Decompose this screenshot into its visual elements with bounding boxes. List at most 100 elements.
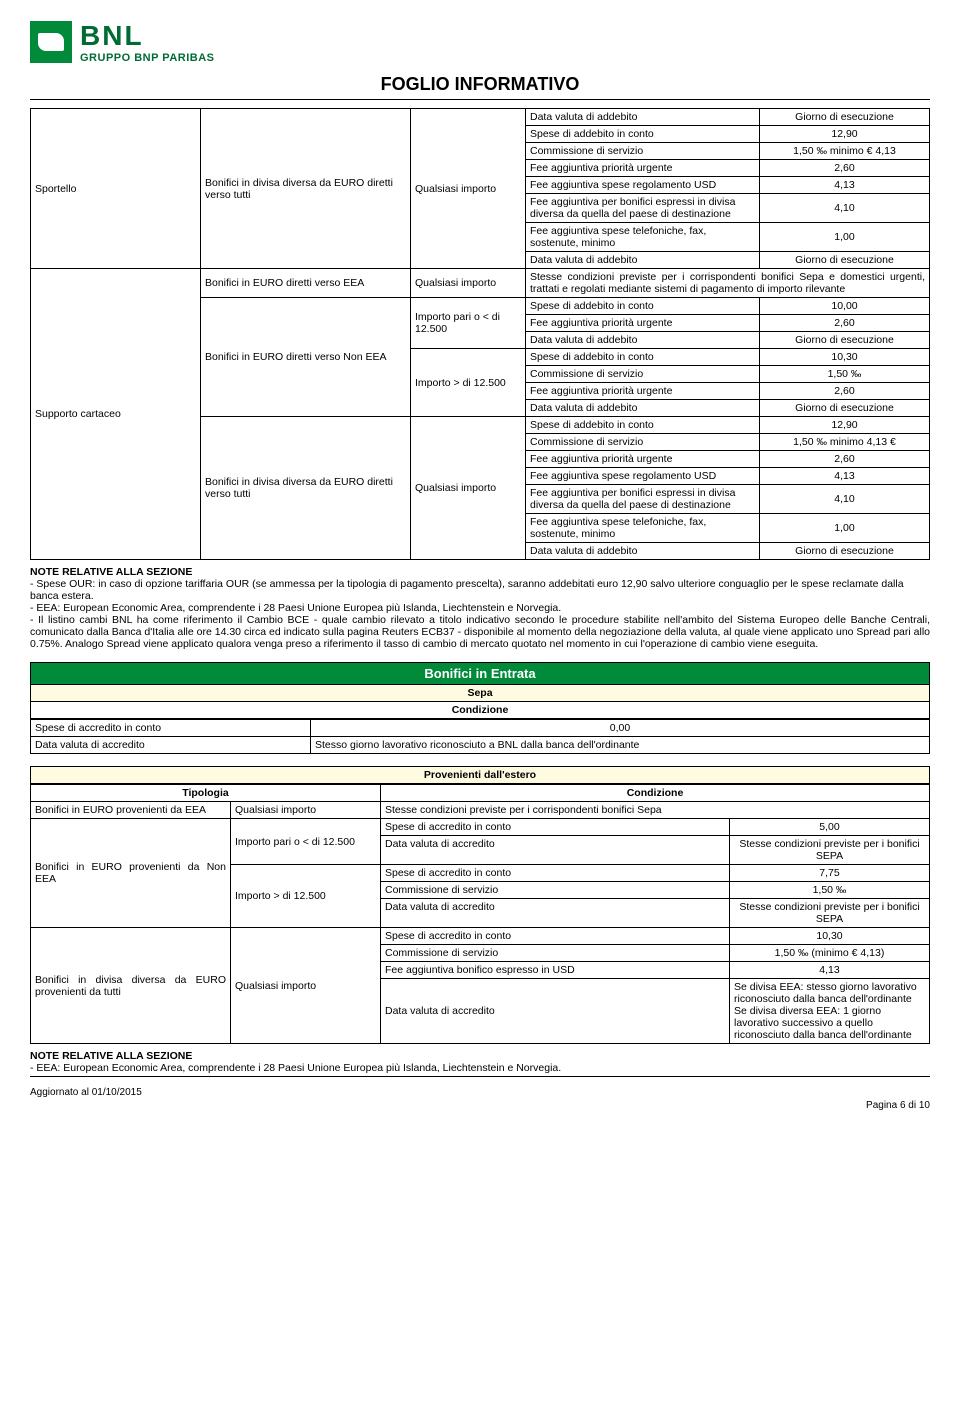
cell: 2,60 xyxy=(760,160,930,177)
cell: Stesso giorno lavorativo riconosciuto a … xyxy=(311,737,930,754)
cell: Se divisa EEA: stesso giorno lavorativo … xyxy=(730,979,930,1044)
title-divider xyxy=(30,99,930,100)
cell: Commissione di servizio xyxy=(526,366,760,383)
notes-title: NOTE RELATIVE ALLA SEZIONE xyxy=(30,1050,192,1062)
footer-date: Aggiornato al 01/10/2015 xyxy=(30,1087,930,1098)
cell: Data valuta di addebito xyxy=(526,543,760,560)
cell: Stesse condizioni previste per i bonific… xyxy=(730,836,930,865)
cell: 1,50 ‰ minimo 4,13 € xyxy=(760,434,930,451)
cell: Giorno di esecuzione xyxy=(760,252,930,269)
cell: 1,50 ‰ minimo € 4,13 xyxy=(760,143,930,160)
cell: Bonifici in divisa diversa da EURO prove… xyxy=(31,928,231,1044)
cell: Fee aggiuntiva spese telefoniche, fax, s… xyxy=(526,223,760,252)
notes-section-a: NOTE RELATIVE ALLA SEZIONE - Spese OUR: … xyxy=(30,566,930,650)
cell: 4,13 xyxy=(730,962,930,979)
row-group-sportello: Sportello xyxy=(31,109,201,269)
notes-text: - Spese OUR: in caso di opzione tariffar… xyxy=(30,578,904,602)
cell: Spese di accredito in conto xyxy=(381,819,730,836)
cell: Bonifici in EURO diretti verso Non EEA xyxy=(201,298,411,417)
cell: Commissione di servizio xyxy=(526,434,760,451)
cell: 2,60 xyxy=(760,315,930,332)
sepa-table: Spese di accredito in conto 0,00 Data va… xyxy=(30,719,930,754)
cell: Spese di accredito in conto xyxy=(31,720,311,737)
page-number: Pagina 6 di 10 xyxy=(30,1100,930,1111)
logo-text: BNL GRUPPO BNP PARIBAS xyxy=(80,20,215,64)
cell: Fee aggiuntiva spese regolamento USD xyxy=(526,177,760,194)
cell: Giorno di esecuzione xyxy=(760,109,930,126)
cell: Bonifici in EURO diretti verso EEA xyxy=(201,269,411,298)
cell: Bonifici in EURO provenienti da EEA xyxy=(31,802,231,819)
cell: 4,13 xyxy=(760,177,930,194)
cell: 1,00 xyxy=(760,514,930,543)
cell: Fee aggiuntiva spese telefoniche, fax, s… xyxy=(526,514,760,543)
cell: Fee aggiuntiva priorità urgente xyxy=(526,451,760,468)
cell: Spese di addebito in conto xyxy=(526,298,760,315)
page-title: FOGLIO INFORMATIVO xyxy=(30,74,930,95)
cell: Data valuta di addebito xyxy=(526,400,760,417)
cell: Importo pari o < di 12.500 xyxy=(231,819,381,865)
cell: 5,00 xyxy=(730,819,930,836)
estero-table: Tipologia Condizione Bonifici in EURO pr… xyxy=(30,784,930,1044)
notes-title: NOTE RELATIVE ALLA SEZIONE xyxy=(30,566,192,578)
cell: Importo > di 12.500 xyxy=(231,865,381,928)
brand-sub: GRUPPO BNP PARIBAS xyxy=(80,52,215,64)
cell: Fee aggiuntiva priorità urgente xyxy=(526,315,760,332)
cell: Fee aggiuntiva priorità urgente xyxy=(526,383,760,400)
cell: Fee aggiuntiva priorità urgente xyxy=(526,160,760,177)
cell: 0,00 xyxy=(311,720,930,737)
cell: 10,30 xyxy=(730,928,930,945)
cell: Spese di accredito in conto xyxy=(381,928,730,945)
cell: Commissione di servizio xyxy=(381,945,730,962)
cell: Data valuta di accredito xyxy=(381,979,730,1044)
cell: 1,00 xyxy=(760,223,930,252)
cell: Fee aggiuntiva spese regolamento USD xyxy=(526,468,760,485)
cell: Fee aggiuntiva per bonifici espressi in … xyxy=(526,485,760,514)
cell: Stesse condizioni previste per i corrisp… xyxy=(381,802,930,819)
cell: 10,00 xyxy=(760,298,930,315)
cell: Commissione di servizio xyxy=(526,143,760,160)
notes-section-b: NOTE RELATIVE ALLA SEZIONE - EEA: Europe… xyxy=(30,1050,930,1074)
notes-text: - EEA: European Economic Area, comprende… xyxy=(30,602,561,614)
logo-icon xyxy=(30,21,72,63)
cell: Stesse condizioni previste per i corrisp… xyxy=(526,269,930,298)
cell: Qualsiasi importo xyxy=(411,269,526,298)
cell: Giorno di esecuzione xyxy=(760,400,930,417)
cell: Bonifici in divisa diversa da EURO diret… xyxy=(201,417,411,560)
cell: Qualsiasi importo xyxy=(231,802,381,819)
cell: Data valuta di accredito xyxy=(381,899,730,928)
cell: Qualsiasi importo xyxy=(231,928,381,1044)
logo-block: BNL GRUPPO BNP PARIBAS xyxy=(30,20,930,64)
col-header: Condizione xyxy=(381,785,930,802)
cell: Bonifici in EURO provenienti da Non EEA xyxy=(31,819,231,928)
main-table: Sportello Bonifici in divisa diversa da … xyxy=(30,108,930,560)
cell: Data valuta di accredito xyxy=(31,737,311,754)
brand-name: BNL xyxy=(80,20,215,52)
cell: 2,60 xyxy=(760,383,930,400)
cell: 12,90 xyxy=(760,417,930,434)
cell: 4,13 xyxy=(760,468,930,485)
cell: Importo > di 12.500 xyxy=(411,349,526,417)
cell: Data valuta di addebito xyxy=(526,252,760,269)
cell: 1,50 ‰ xyxy=(730,882,930,899)
notes-text: - EEA: European Economic Area, comprende… xyxy=(30,1062,561,1074)
cell: Data valuta di addebito xyxy=(526,332,760,349)
cell: Qualsiasi importo xyxy=(411,417,526,560)
cell: Stesse condizioni previste per i bonific… xyxy=(730,899,930,928)
cell: Spese di accredito in conto xyxy=(381,865,730,882)
footer-divider xyxy=(30,1076,930,1077)
cell: Spese di addebito in conto xyxy=(526,349,760,366)
section-header-plain: Condizione xyxy=(30,702,930,719)
cell: 1,50 ‰ xyxy=(760,366,930,383)
cell: 7,75 xyxy=(730,865,930,882)
cell: Fee aggiuntiva per bonifici espressi in … xyxy=(526,194,760,223)
cell: Spese di addebito in conto xyxy=(526,126,760,143)
cell: Commissione di servizio xyxy=(381,882,730,899)
row-group-supporto: Supporto cartaceo xyxy=(31,269,201,560)
cell: Fee aggiuntiva bonifico espresso in USD xyxy=(381,962,730,979)
cell: 4,10 xyxy=(760,194,930,223)
notes-text: - Il listino cambi BNL ha come riferimen… xyxy=(30,614,930,650)
cell: 4,10 xyxy=(760,485,930,514)
cell: Data valuta di addebito xyxy=(526,109,760,126)
cell: 12,90 xyxy=(760,126,930,143)
cell: Bonifici in divisa diversa da EURO diret… xyxy=(201,109,411,269)
